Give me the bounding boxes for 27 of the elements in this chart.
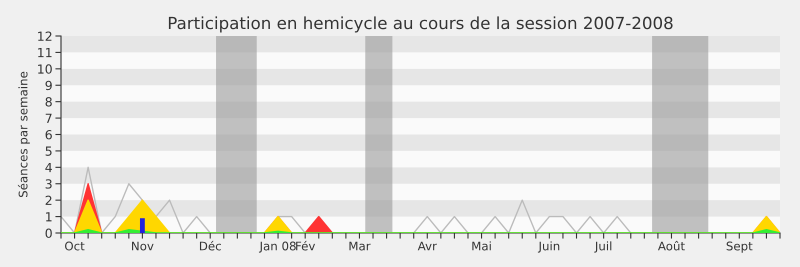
y-tick-label: 8 [46,97,52,107]
x-tick-label: Mar [349,242,371,250]
x-tick-label: Juin [538,241,560,253]
x-tick-label: Août [658,240,685,250]
y-tick-label: 0 [46,228,52,238]
y-tick-label: 11 [38,48,52,58]
y-axis-title: Séances par semaine [18,72,30,198]
x-tick-label: Juil [594,241,612,253]
y-tick-label: 5 [46,146,52,156]
x-tick-label: Oct [65,242,84,250]
y-tick-label: 1 [46,212,52,222]
y-tick-label: 6 [46,130,52,140]
chart-title: Participation en hemicycle au cours de la session 2007-2008 [168,16,673,33]
x-tick-label: Jan 08 [258,242,296,253]
x-tick-label: Avr [418,242,437,250]
x-tick-label: Sept [726,242,752,253]
y-tick-label: 3 [46,179,52,189]
y-tick-label: 2 [46,196,52,205]
y-tick-label: 7 [46,114,52,123]
x-tick-label: Déc [200,240,221,250]
y-tick-label: 12 [38,31,52,41]
x-tick-label: Mai [472,241,491,250]
x-tick-label: Nov [132,242,154,250]
y-tick-label: 4 [45,162,52,172]
x-tick-label: Fév [296,240,316,250]
y-tick-label: 10 [38,64,52,74]
y-tick-label: 9 [46,80,52,90]
